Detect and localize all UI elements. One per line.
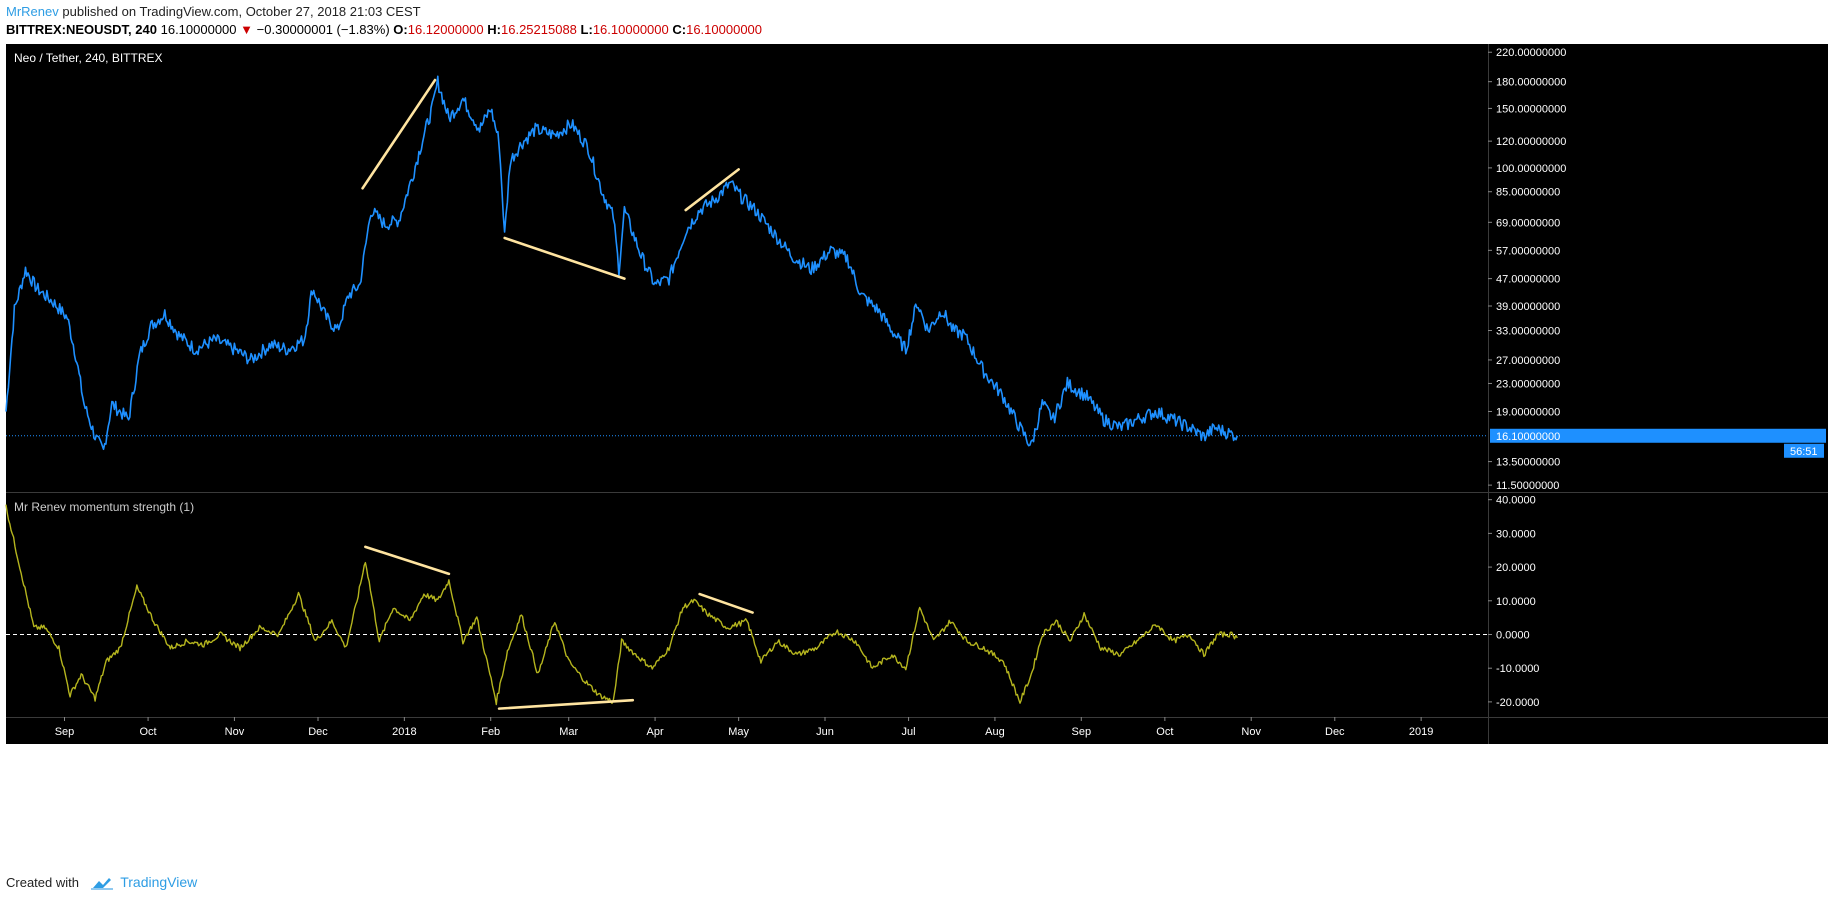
- time-tick-label: Sep: [55, 726, 75, 738]
- symbol-label: BITTREX:NEOUSDT, 240: [6, 22, 157, 37]
- time-tick-label: Oct: [140, 726, 157, 738]
- price-tick-label: 47.00000000: [1496, 274, 1560, 286]
- tradingview-brand[interactable]: TradingView: [120, 874, 198, 890]
- time-tick-label: Nov: [225, 726, 245, 738]
- price-axis-bg: [1488, 44, 1828, 744]
- main-pane-title: Neo / Tether, 240, BITTREX: [14, 51, 163, 65]
- time-tick-label: Feb: [481, 726, 500, 738]
- indicator-tick-label: 10.0000: [1496, 596, 1536, 608]
- countdown-badge: [1784, 443, 1824, 458]
- last-price: 16.10000000: [160, 22, 237, 37]
- price-tick-label: 39.00000000: [1496, 301, 1560, 313]
- open-label: O:: [393, 22, 408, 37]
- indicator-pane-title: Mr Renev momentum strength (1): [14, 500, 194, 514]
- time-tick-label: Aug: [985, 726, 1005, 738]
- time-tick-label: Apr: [647, 726, 664, 738]
- plot-area-bg: [6, 44, 1488, 744]
- trend-line-annotation[interactable]: [503, 236, 626, 280]
- price-tick-label: 23.00000000: [1496, 378, 1560, 390]
- time-tick-label: Jul: [902, 726, 916, 738]
- last-price-badge: [1490, 428, 1826, 443]
- low-label: L:: [580, 22, 593, 37]
- published-text: published on TradingView.com, October 27…: [62, 4, 421, 19]
- chart-canvas[interactable]: Neo / Tether, 240, BITTREX Mr Renev momen…: [0, 44, 1828, 870]
- price-tick-label: 120.00000000: [1496, 136, 1566, 148]
- price-tick-label: 19.00000000: [1496, 406, 1560, 418]
- indicator-series-line[interactable]: [5, 504, 1238, 706]
- indicator-tick-label: 0.0000: [1496, 629, 1530, 641]
- down-arrow-icon: ▼: [240, 22, 254, 37]
- last-price-label: 16.10000000: [1496, 431, 1560, 443]
- symbol-line: BITTREX:NEOUSDT, 240 16.10000000 ▼ −0.30…: [6, 22, 762, 37]
- trend-line-annotation[interactable]: [364, 545, 451, 576]
- trend-line-annotation[interactable]: [698, 592, 754, 614]
- time-tick-label: 2019: [1409, 726, 1433, 738]
- time-tick-label: Nov: [1241, 726, 1261, 738]
- price-change: −0.30000001 (−1.83%): [256, 22, 390, 37]
- time-tick-label: Mar: [559, 726, 578, 738]
- price-tick-label: 33.00000000: [1496, 326, 1560, 338]
- price-tick-label: 11.50000000: [1496, 480, 1559, 492]
- open-value: 16.12000000: [407, 22, 484, 37]
- trend-line-annotation[interactable]: [497, 698, 635, 710]
- high-value: 16.25215088: [501, 22, 577, 37]
- time-tick-label: Dec: [1325, 726, 1345, 738]
- close-label: C:: [672, 22, 687, 37]
- price-tick-label: 180.00000000: [1496, 77, 1566, 89]
- indicator-tick-label: 40.0000: [1496, 495, 1536, 507]
- indicator-tick-label: -20.0000: [1496, 697, 1539, 709]
- indicator-tick-label: -10.0000: [1496, 663, 1539, 675]
- publish-line: MrRenev published on TradingView.com, Oc…: [6, 4, 421, 19]
- indicator-tick-label: 20.0000: [1496, 562, 1536, 574]
- price-tick-label: 100.00000000: [1496, 163, 1566, 175]
- created-with-text: Created with: [6, 875, 79, 890]
- countdown-label: 56:51: [1790, 446, 1818, 458]
- price-tick-label: 150.00000000: [1496, 103, 1566, 115]
- price-tick-label: 69.00000000: [1496, 217, 1560, 229]
- chart-header: MrRenev published on TradingView.com, Oc…: [0, 0, 1828, 44]
- price-tick-label: 13.50000000: [1496, 457, 1560, 469]
- price-tick-label: 85.00000000: [1496, 187, 1560, 199]
- time-tick-label: Oct: [1156, 726, 1173, 738]
- low-value: 16.10000000: [592, 22, 669, 37]
- time-tick-label: May: [728, 726, 749, 738]
- price-tick-label: 57.00000000: [1496, 245, 1560, 257]
- price-tick-label: 220.00000000: [1496, 47, 1566, 59]
- author-link[interactable]: MrRenev: [6, 4, 59, 19]
- high-label: H:: [487, 22, 501, 37]
- time-tick-label: Dec: [308, 726, 328, 738]
- price-tick-label: 27.00000000: [1496, 355, 1560, 367]
- close-value: 16.10000000: [686, 22, 763, 37]
- time-tick-label: 2018: [392, 726, 416, 738]
- time-tick-label: Sep: [1071, 726, 1091, 738]
- trend-line-annotation[interactable]: [361, 78, 437, 190]
- footer: Created with TradingView: [6, 874, 197, 890]
- time-tick-label: Jun: [816, 726, 834, 738]
- indicator-tick-label: 30.0000: [1496, 528, 1536, 540]
- tradingview-cloud-icon: [90, 878, 113, 890]
- trend-line-annotation[interactable]: [684, 168, 740, 212]
